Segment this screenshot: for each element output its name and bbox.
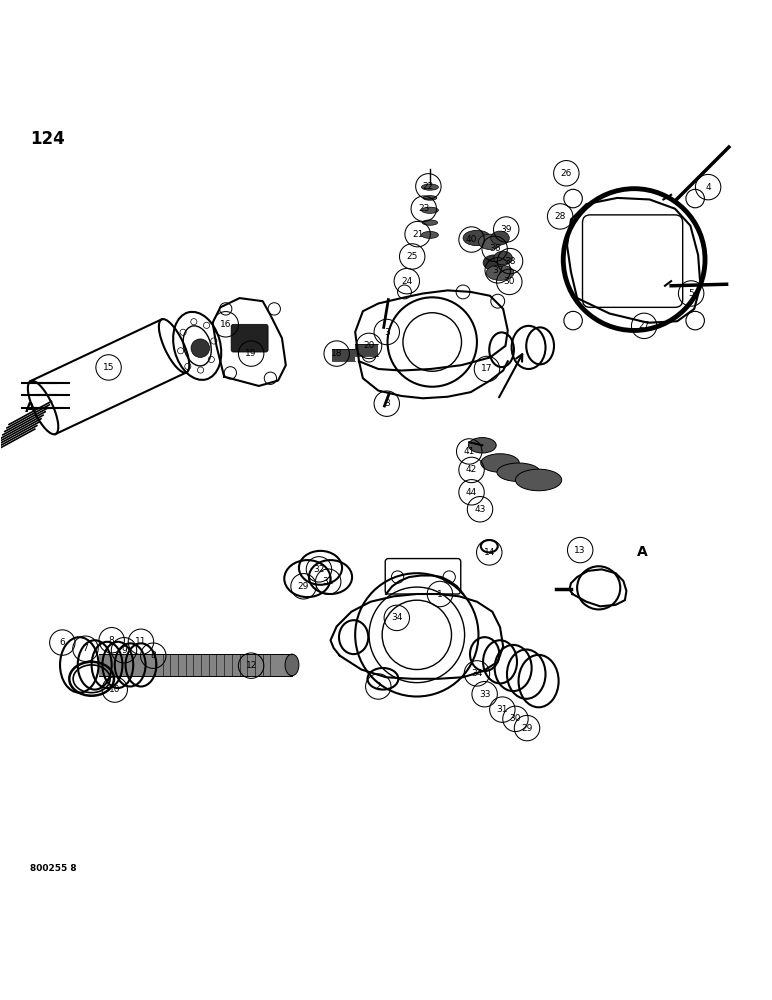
Text: 33: 33	[479, 690, 490, 699]
Text: 38: 38	[504, 257, 516, 266]
Text: 24: 24	[401, 277, 412, 286]
Ellipse shape	[423, 196, 437, 200]
Text: 22: 22	[423, 182, 434, 191]
Text: 11: 11	[135, 637, 147, 646]
Text: 13: 13	[574, 546, 586, 555]
Text: 41: 41	[463, 447, 475, 456]
Text: 36: 36	[489, 244, 500, 253]
Text: 15: 15	[103, 363, 114, 372]
Ellipse shape	[422, 184, 438, 190]
Text: 124: 124	[30, 130, 65, 148]
Text: 8: 8	[109, 636, 114, 645]
Text: 34: 34	[391, 613, 402, 622]
Text: 30: 30	[510, 714, 521, 723]
Text: 42: 42	[466, 465, 477, 474]
Text: 29: 29	[521, 724, 533, 733]
Ellipse shape	[422, 231, 438, 238]
Text: 16: 16	[220, 320, 232, 329]
Text: 37: 37	[492, 266, 503, 275]
Text: 4: 4	[706, 183, 711, 192]
Text: 28: 28	[554, 212, 566, 221]
Text: 27: 27	[638, 321, 650, 330]
FancyBboxPatch shape	[231, 324, 268, 352]
Text: 21: 21	[412, 230, 423, 239]
Text: 25: 25	[407, 252, 418, 261]
Text: 3: 3	[384, 328, 390, 337]
Text: 44: 44	[466, 488, 477, 497]
Text: 7: 7	[83, 644, 88, 653]
Text: 17: 17	[481, 364, 493, 373]
Ellipse shape	[422, 207, 438, 213]
Text: 30: 30	[503, 277, 515, 286]
Ellipse shape	[481, 454, 520, 472]
Text: 12: 12	[245, 661, 257, 670]
Text: 10: 10	[109, 685, 120, 694]
Text: 1: 1	[437, 590, 443, 599]
Text: A: A	[25, 401, 36, 415]
Ellipse shape	[483, 255, 505, 270]
Text: 18: 18	[331, 349, 343, 358]
Ellipse shape	[494, 251, 513, 265]
Ellipse shape	[285, 654, 299, 676]
Text: 3: 3	[384, 399, 390, 408]
Text: A: A	[636, 545, 647, 559]
Text: 6: 6	[59, 638, 65, 647]
Circle shape	[191, 339, 209, 357]
Ellipse shape	[422, 220, 438, 225]
Text: 26: 26	[560, 169, 572, 178]
Text: 23: 23	[418, 204, 429, 213]
Text: 29: 29	[298, 582, 310, 591]
Text: 14: 14	[483, 548, 495, 557]
Text: 39: 39	[500, 225, 512, 234]
Text: 8: 8	[151, 651, 156, 660]
Ellipse shape	[463, 230, 491, 246]
Text: 34: 34	[471, 669, 482, 678]
Text: 9: 9	[121, 646, 127, 655]
Text: 2: 2	[375, 682, 381, 691]
Ellipse shape	[486, 265, 514, 280]
Ellipse shape	[469, 438, 496, 453]
Ellipse shape	[479, 234, 502, 250]
Text: 19: 19	[245, 349, 257, 358]
Text: 20: 20	[364, 341, 374, 350]
Text: 800255 8: 800255 8	[30, 864, 76, 873]
Text: 31: 31	[496, 705, 508, 714]
Ellipse shape	[516, 469, 562, 491]
Text: 32: 32	[313, 565, 325, 574]
Text: 40: 40	[466, 235, 477, 244]
Text: 31: 31	[323, 577, 334, 586]
Text: 43: 43	[474, 505, 486, 514]
Ellipse shape	[497, 463, 540, 482]
Text: 5: 5	[689, 289, 694, 298]
Ellipse shape	[491, 231, 510, 245]
